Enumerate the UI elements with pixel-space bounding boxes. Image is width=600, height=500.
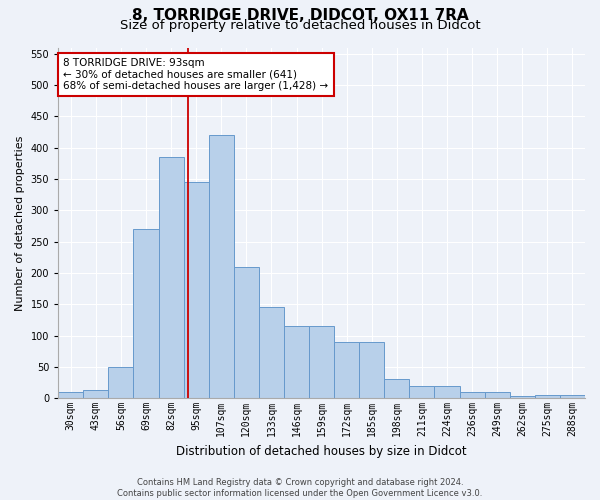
Text: 8, TORRIDGE DRIVE, DIDCOT, OX11 7RA: 8, TORRIDGE DRIVE, DIDCOT, OX11 7RA <box>131 8 469 23</box>
Bar <box>184 182 209 398</box>
Bar <box>434 386 460 398</box>
Bar <box>209 135 234 398</box>
Bar <box>560 395 585 398</box>
X-axis label: Distribution of detached houses by size in Didcot: Distribution of detached houses by size … <box>176 444 467 458</box>
Bar <box>259 308 284 398</box>
Bar <box>334 342 359 398</box>
Bar <box>535 395 560 398</box>
Bar <box>409 386 434 398</box>
Bar <box>234 266 259 398</box>
Text: 8 TORRIDGE DRIVE: 93sqm
← 30% of detached houses are smaller (641)
68% of semi-d: 8 TORRIDGE DRIVE: 93sqm ← 30% of detache… <box>64 58 329 91</box>
Bar <box>109 367 133 398</box>
Bar <box>58 392 83 398</box>
Bar <box>83 390 109 398</box>
Text: Size of property relative to detached houses in Didcot: Size of property relative to detached ho… <box>119 19 481 32</box>
Bar <box>460 392 485 398</box>
Bar <box>133 229 158 398</box>
Bar <box>510 396 535 398</box>
Bar <box>284 326 309 398</box>
Bar <box>158 157 184 398</box>
Bar <box>359 342 385 398</box>
Bar <box>385 380 409 398</box>
Y-axis label: Number of detached properties: Number of detached properties <box>15 135 25 310</box>
Bar <box>485 392 510 398</box>
Bar <box>309 326 334 398</box>
Text: Contains HM Land Registry data © Crown copyright and database right 2024.
Contai: Contains HM Land Registry data © Crown c… <box>118 478 482 498</box>
